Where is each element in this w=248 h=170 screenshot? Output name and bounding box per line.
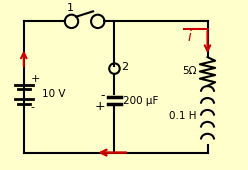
Text: -: - [31, 102, 34, 112]
Text: 200 μF: 200 μF [123, 96, 158, 106]
Text: +: + [94, 100, 105, 113]
Text: 1: 1 [67, 3, 74, 13]
Text: i: i [188, 30, 191, 44]
Text: 10 V: 10 V [42, 89, 65, 99]
Text: 5Ω: 5Ω [182, 66, 197, 76]
Text: 2: 2 [122, 62, 129, 72]
Text: 0.1 H: 0.1 H [169, 111, 197, 121]
Text: -: - [100, 89, 105, 102]
Text: +: + [31, 74, 40, 84]
